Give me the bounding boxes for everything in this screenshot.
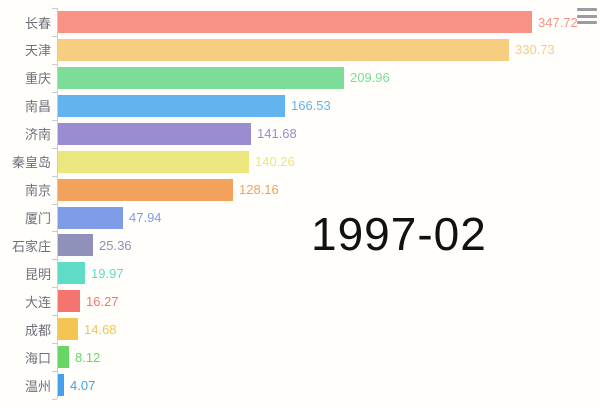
value-label: 19.97 (91, 265, 124, 281)
bar-row: 温州 4.07 (0, 371, 600, 399)
value-label: 209.96 (350, 70, 390, 86)
bar-row: 秦皇岛 140.26 (0, 148, 600, 176)
value-label: 141.68 (257, 126, 297, 142)
y-axis-tick (52, 399, 57, 401)
y-axis-tick (52, 91, 57, 93)
menu-line (577, 21, 597, 24)
category-label: 厦门 (24, 211, 51, 226)
y-axis-tick (52, 8, 57, 9)
value-label: 347.72 (538, 14, 578, 30)
bar[interactable] (58, 262, 85, 285)
category-label: 济南 (24, 127, 51, 143)
value-label: 47.94 (129, 210, 162, 225)
bar[interactable] (58, 234, 93, 257)
menu-line (577, 14, 597, 18)
value-label: 330.73 (515, 42, 555, 58)
category-label: 成都 (24, 322, 51, 338)
category-label: 长春 (24, 15, 51, 31)
hamburger-menu-icon[interactable] (577, 8, 597, 24)
value-label: 140.26 (255, 154, 295, 170)
y-axis-tick (52, 203, 57, 205)
y-axis-tick (52, 35, 57, 37)
y-axis-tick (52, 175, 57, 177)
bar[interactable] (58, 94, 285, 117)
bar[interactable] (58, 346, 69, 369)
y-axis-tick (52, 231, 57, 233)
y-axis-line (57, 8, 58, 399)
time-label: 1997-02 (311, 208, 487, 260)
bar-row: 石家庄 25.36 (0, 231, 600, 259)
bar-row: 济南 141.68 (0, 120, 600, 148)
bar[interactable] (58, 206, 123, 229)
value-label: 14.68 (84, 321, 117, 337)
y-axis-tick (52, 259, 57, 261)
bar[interactable] (58, 66, 344, 89)
bar[interactable] (58, 122, 251, 145)
category-label: 秦皇岛 (11, 155, 51, 171)
bar-row: 长春 347.72 (0, 8, 600, 36)
y-axis-tick (52, 119, 57, 121)
menu-line (577, 8, 597, 11)
bar-row: 大连 16.27 (0, 287, 600, 315)
value-label: 25.36 (99, 237, 132, 253)
bar[interactable] (58, 374, 64, 397)
category-label: 南京 (24, 183, 51, 199)
bar-row: 南京 128.16 (0, 176, 600, 204)
bar-row: 重庆 209.96 (0, 64, 600, 92)
bar[interactable] (58, 290, 80, 313)
y-axis-tick (52, 147, 57, 149)
y-axis-tick (52, 63, 57, 65)
category-label: 温州 (24, 378, 51, 394)
bar-row: 南昌 166.53 (0, 92, 600, 120)
bar[interactable] (58, 38, 509, 61)
y-axis-tick (52, 287, 57, 289)
bar-row: 成都 14.68 (0, 315, 600, 343)
bar-row: 海口 8.12 (0, 343, 600, 371)
category-label: 海口 (24, 350, 51, 366)
category-label: 南昌 (24, 99, 51, 115)
category-label: 大连 (24, 294, 51, 310)
category-label: 昆明 (24, 266, 51, 282)
value-label: 128.16 (239, 182, 279, 198)
y-axis-tick (52, 315, 57, 317)
bar[interactable] (58, 11, 532, 33)
bar-row: 天津 330.73 (0, 36, 600, 64)
value-label: 166.53 (291, 98, 331, 114)
bar-row: 昆明 19.97 (0, 259, 600, 287)
category-label: 重庆 (24, 71, 51, 87)
value-label: 16.27 (86, 293, 119, 309)
category-label: 石家庄 (11, 238, 51, 254)
value-label: 8.12 (75, 349, 101, 365)
bar[interactable] (58, 178, 233, 201)
y-axis-tick (52, 371, 57, 373)
y-axis-tick (52, 343, 57, 345)
bar-row: 厦门 47.94 (0, 204, 600, 232)
bar[interactable] (58, 150, 249, 173)
value-label: 4.07 (70, 377, 96, 393)
category-label: 天津 (24, 43, 51, 59)
bar[interactable] (58, 318, 78, 341)
